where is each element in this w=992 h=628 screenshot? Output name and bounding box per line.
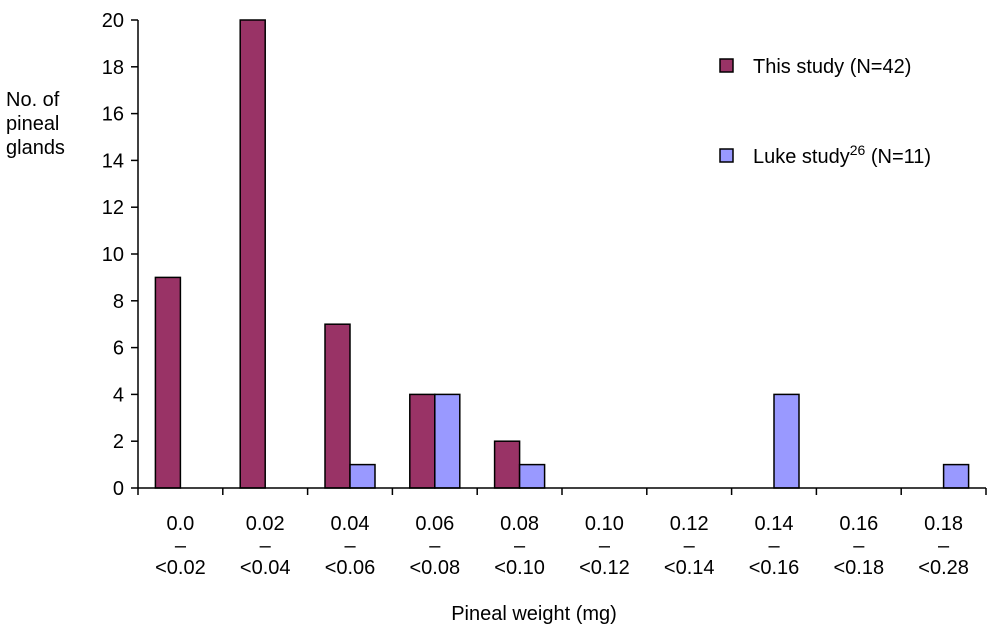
y-axis-label: No. of pineal glands (6, 89, 65, 159)
x-tick-label: 0.0– <0.02 (155, 513, 206, 579)
x-tick-labels: 0.0– <0.02 0.02– <0.04 0.04– <0.06 0.06– <0.08 0… (155, 513, 969, 579)
axes-group (131, 19, 987, 495)
x-tick-label: 0.04– <0.06 (325, 513, 376, 579)
legend-swatch-2 (719, 148, 734, 163)
bar-series1-4 (409, 393, 436, 489)
x-tick-label: 0.14– <0.16 (749, 513, 800, 579)
bar-series2-5 (518, 463, 546, 489)
bar-series1-3 (324, 323, 351, 489)
y-tick-label: 14 (102, 150, 124, 172)
legend: This study (N=42) Luke study26 (N=11) (719, 56, 931, 168)
x-tick-label: 0.02– <0.04 (240, 513, 291, 579)
legend-label-1: This study (N=42) (753, 56, 911, 78)
y-tick-label: 20 (102, 10, 124, 32)
x-axis-label: Pineal weight (mg) (451, 603, 617, 625)
x-tick-label: 0.08– <0.10 (494, 513, 545, 579)
bars-group (154, 19, 970, 489)
y-tick-label: 8 (113, 291, 124, 313)
y-tick-label: 12 (102, 197, 124, 219)
x-tick-label: 0.06– <0.08 (409, 513, 460, 579)
x-tick-label: 0.10– <0.12 (579, 513, 630, 579)
y-tick-label: 16 (102, 104, 124, 126)
y-tick-label: 2 (113, 431, 124, 453)
y-tick-labels: 0 2 4 6 8 10 12 14 16 18 20 (102, 10, 124, 500)
legend-swatch-1 (719, 58, 734, 73)
y-tick-label: 6 (113, 338, 124, 360)
y-tick-label: 18 (102, 57, 124, 79)
bar-series1-2 (239, 19, 266, 489)
legend-label-2: Luke study26 (N=11) (753, 142, 931, 168)
bar-series1-1 (154, 276, 182, 489)
y-tick-label: 0 (113, 478, 124, 500)
bar-series2-3 (349, 463, 376, 489)
x-tick-label: 0.18– <0.28 (918, 513, 969, 579)
x-tick-label: 0.16– <0.18 (833, 513, 884, 579)
bar-series2-8 (773, 393, 800, 489)
bar-series2-4 (434, 393, 461, 489)
bar-series2-10 (942, 463, 970, 489)
bar-series1-5 (493, 440, 521, 489)
y-tick-label: 10 (102, 244, 124, 266)
x-tick-label: 0.12– <0.14 (664, 513, 715, 579)
y-tick-label: 4 (113, 384, 124, 406)
